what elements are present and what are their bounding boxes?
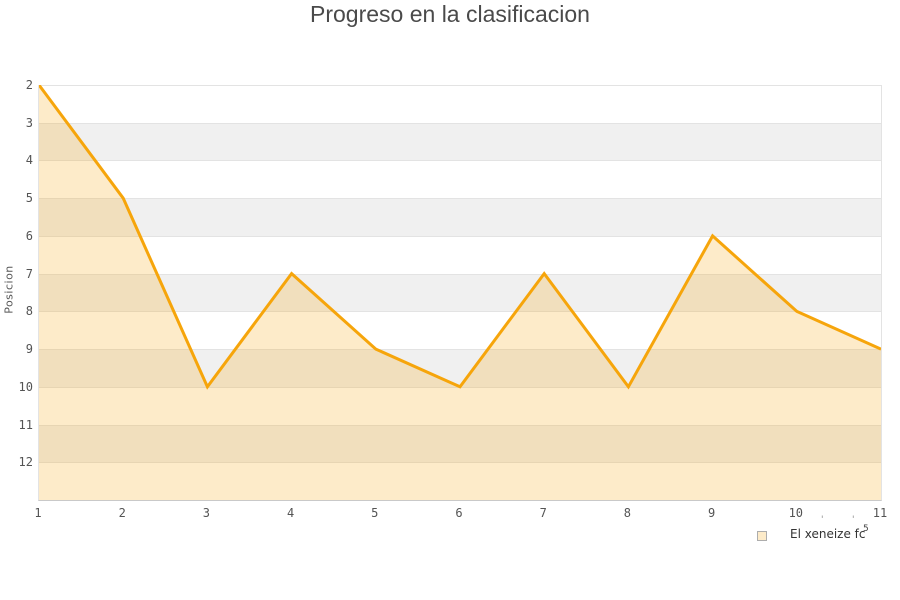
plot-band	[39, 462, 881, 500]
legend-clipped-mark: '	[821, 515, 824, 525]
y-tick-label: 9	[25, 342, 33, 357]
gridline	[39, 273, 881, 275]
x-tick-label: 6	[455, 506, 463, 520]
y-tick-label: 7	[25, 266, 33, 281]
plot-area	[38, 85, 882, 501]
legend-superscript: 5	[863, 524, 869, 534]
y-tick-label: 12	[18, 455, 33, 470]
y-tick-label: 3	[25, 115, 33, 130]
plot-band	[39, 349, 881, 387]
plot-band	[39, 386, 881, 425]
x-tick-label: 4	[286, 506, 295, 520]
plot-band	[39, 85, 881, 123]
x-tick-label: 10	[788, 506, 804, 520]
x-tick-label: 2	[118, 506, 126, 520]
y-tick-label: 10	[18, 379, 33, 394]
y-tick-label: 8	[25, 304, 33, 319]
plot-band	[39, 311, 881, 350]
x-tick-label: 5	[371, 506, 379, 520]
y-tick-label: 2	[25, 78, 33, 92]
plot-band	[39, 273, 881, 312]
series-area[interactable]	[39, 85, 881, 500]
gridline	[39, 85, 881, 86]
chart-title: Progreso en la clasificacion	[310, 1, 590, 27]
series-line[interactable]	[39, 85, 881, 390]
y-tick-label: 11	[18, 417, 33, 432]
gridline	[39, 198, 881, 200]
legend-clipped-mark: '	[852, 515, 855, 525]
y-tick-label: 5	[25, 191, 33, 206]
x-tick-label: 9	[707, 506, 716, 520]
plot-band	[39, 198, 881, 236]
plot-band	[39, 122, 881, 161]
legend-item[interactable]: ' ' El xeneize fc 5	[745, 515, 895, 547]
x-tick-label: 8	[623, 506, 631, 520]
gridline	[39, 160, 881, 162]
plot-band	[39, 235, 881, 274]
gridline	[39, 235, 881, 237]
legend-swatch-icon	[757, 531, 767, 541]
series-plot[interactable]	[39, 85, 881, 500]
x-tick-label: 7	[539, 506, 547, 520]
x-tick-label: 1	[34, 506, 42, 520]
gridline	[39, 424, 881, 426]
gridline	[39, 462, 881, 464]
x-tick-label: 3	[202, 506, 210, 520]
plot-band	[39, 424, 881, 463]
gridline	[39, 311, 881, 313]
y-tick-label: 4	[25, 153, 33, 168]
legend-label: El xeneize fc	[790, 527, 866, 541]
gridline	[39, 349, 881, 351]
gridline	[39, 122, 881, 124]
plot-band	[39, 160, 881, 199]
y-tick-label: 6	[25, 228, 33, 243]
x-tick-label: 11	[872, 506, 888, 520]
